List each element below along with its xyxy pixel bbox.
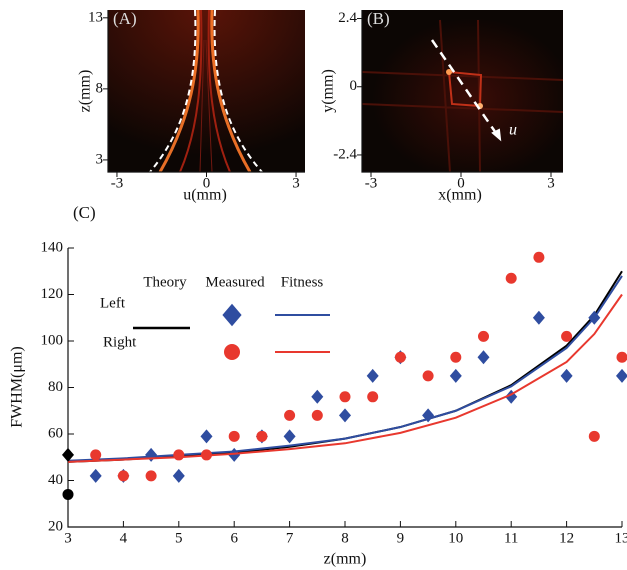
y-axis-label: z(mm) (77, 70, 94, 113)
y-tick-label: 80 (48, 379, 63, 395)
data-point (201, 449, 212, 461)
data-point (367, 391, 379, 403)
data-point (588, 310, 601, 325)
data-point (228, 430, 240, 442)
panel-label: (B) (367, 9, 390, 28)
y-tick-label: 40 (48, 472, 63, 488)
legend-label: Left (100, 295, 126, 311)
data-point (366, 368, 379, 383)
data-point (311, 389, 324, 404)
y-tick-label: 13 (88, 9, 103, 25)
y-axis-label: y(mm) (320, 69, 337, 113)
x-tick-label: 7 (286, 530, 294, 546)
annotation: u (509, 122, 517, 139)
data-point (478, 330, 489, 342)
y-tick-label: 2.4 (338, 10, 357, 26)
y-tick-label: -2.4 (333, 146, 357, 162)
x-tick-label: 6 (230, 530, 238, 546)
data-point (117, 470, 129, 482)
y-tick-label: 0 (350, 78, 358, 94)
data-point (89, 468, 102, 483)
data-point (145, 470, 157, 482)
x-tick-label: 0 (457, 175, 465, 191)
x-tick-label: 8 (341, 530, 349, 546)
data-point (616, 368, 627, 383)
x-axis-label: x(mm) (438, 187, 482, 204)
axis-line (361, 10, 563, 173)
x-tick-label: -3 (365, 175, 378, 191)
panel-label: (A) (113, 9, 137, 28)
x-tick-label: 0 (203, 175, 211, 191)
axis-line (107, 10, 305, 173)
image-b (361, 10, 564, 173)
y-axis-label: FWHM(μm) (9, 346, 26, 427)
fit-line (67, 293, 623, 463)
data-point (560, 368, 573, 383)
legend-header: Theory (143, 274, 187, 290)
x-axis-label: z(mm) (324, 551, 367, 568)
legend-header: Fitness (281, 274, 324, 290)
data-point (561, 330, 573, 342)
image-a (108, 9, 305, 173)
data-point (394, 351, 406, 363)
x-tick-label: 12 (559, 530, 574, 546)
data-point (172, 468, 185, 483)
data-point (339, 408, 351, 423)
x-tick-label: -3 (111, 175, 124, 191)
data-point (311, 409, 323, 421)
data-point (228, 447, 241, 462)
x-tick-label: 5 (175, 530, 183, 546)
legend-marker (224, 344, 240, 360)
panel-label: (C) (73, 203, 96, 222)
data-point (90, 449, 102, 461)
data-point (422, 408, 435, 423)
data-point (422, 370, 434, 382)
data-point (505, 272, 517, 284)
data-point (532, 310, 545, 325)
x-tick-label: 3 (547, 175, 555, 191)
data-point (284, 409, 296, 421)
data-point (339, 391, 351, 403)
data-point (145, 447, 158, 462)
theory-point (62, 488, 74, 500)
data-point (256, 430, 268, 442)
x-tick-label: 11 (504, 530, 518, 546)
x-tick-label: 13 (615, 530, 627, 546)
legend-marker (222, 303, 242, 327)
data-point (200, 429, 213, 444)
legend-label: Right (103, 334, 137, 350)
x-tick-label: 3 (292, 175, 300, 191)
data-point (533, 251, 545, 263)
y-tick-label: 120 (41, 286, 64, 302)
y-tick-label: 140 (41, 239, 64, 255)
x-axis-label: u(mm) (183, 187, 227, 204)
data-point (616, 351, 627, 363)
y-tick-label: 3 (96, 151, 104, 167)
data-point (588, 430, 600, 442)
data-point (449, 368, 462, 383)
y-tick-label: 60 (48, 425, 63, 441)
x-tick-label: 4 (120, 530, 128, 546)
x-tick-label: 9 (397, 530, 405, 546)
y-tick-label: 8 (96, 80, 104, 96)
y-tick-label: 20 (48, 518, 63, 534)
data-point (283, 429, 296, 444)
data-point (450, 351, 462, 363)
data-point (173, 449, 185, 461)
y-tick-label: 100 (41, 332, 64, 348)
x-tick-label: 10 (448, 530, 463, 546)
x-tick-label: 3 (64, 530, 72, 546)
data-point (477, 350, 490, 365)
legend-header: Measured (205, 274, 265, 290)
theory-point (62, 447, 74, 462)
fit-line (67, 275, 623, 462)
